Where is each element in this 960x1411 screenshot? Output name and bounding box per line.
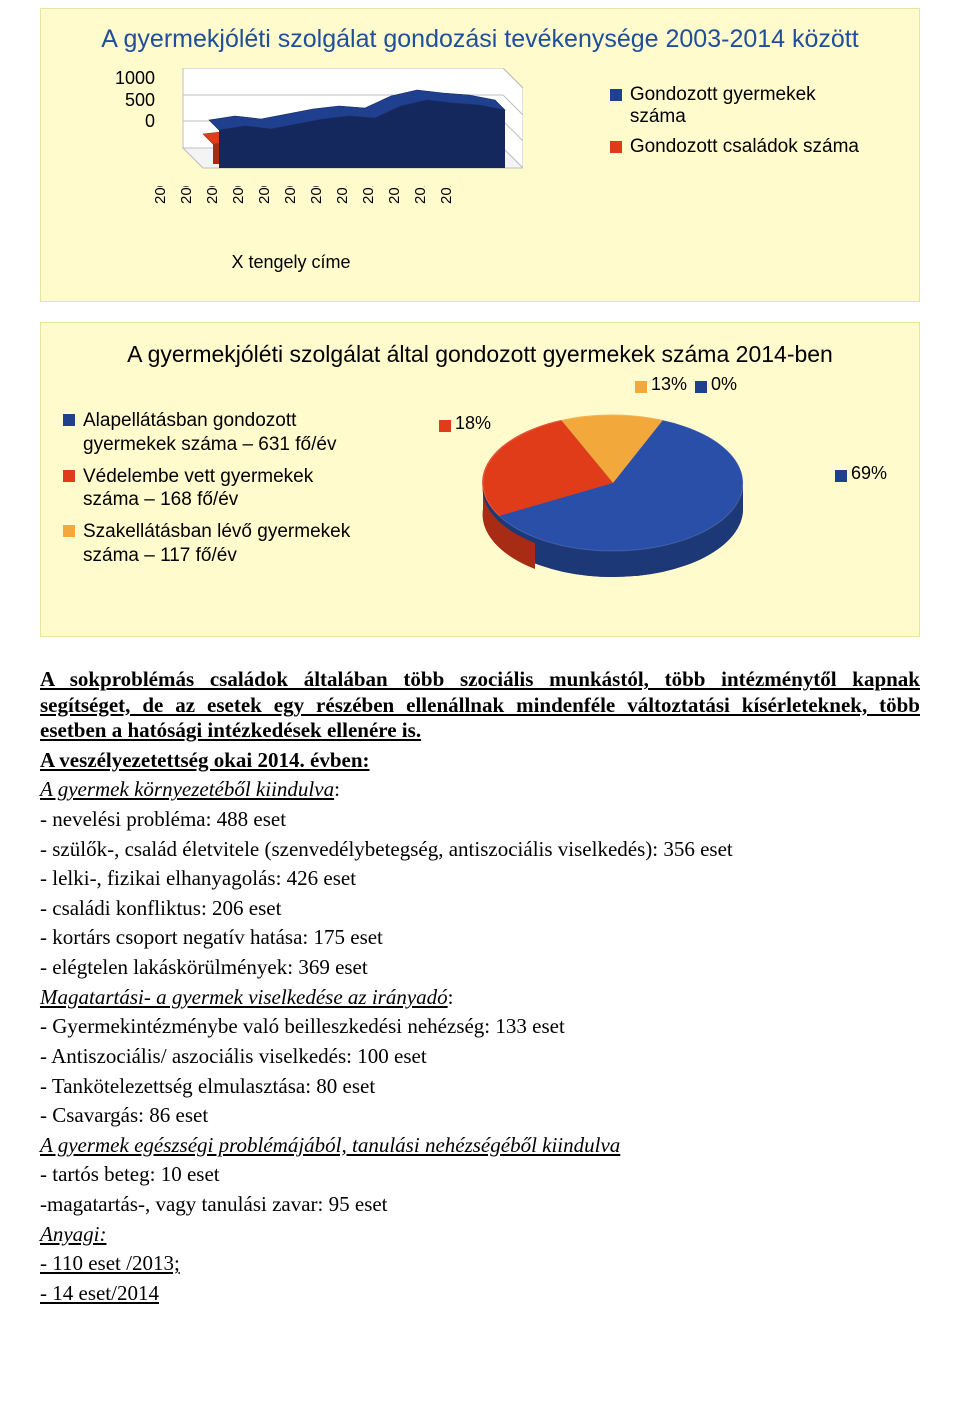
list-item: - tartós beteg: 10 eset bbox=[40, 1162, 920, 1188]
list-item: - nevelési probléma: 488 eset bbox=[40, 807, 920, 833]
svg-text:2005.: 2005. bbox=[204, 186, 221, 204]
svg-text:2011.: 2011. bbox=[360, 186, 377, 204]
panel1-title: A gyermekjóléti szolgálat gondozási tevé… bbox=[61, 25, 899, 54]
panel2-legend: Alapellátásban gondozott gyermekek száma… bbox=[63, 409, 373, 568]
pie-area: 18% 69% bbox=[403, 401, 897, 596]
pct-label: 0% bbox=[711, 374, 737, 395]
pct-13: 13% bbox=[635, 374, 687, 395]
legend-label: Szakellátásban lévő gyermekek száma – 11… bbox=[83, 520, 373, 568]
x-axis-label: X tengely címe bbox=[101, 252, 481, 273]
list-item: -magatartás-, vagy tanulási zavar: 95 es… bbox=[40, 1192, 920, 1218]
square-icon bbox=[610, 89, 622, 101]
legend-label: Védelembe vett gyermekek száma – 168 fő/… bbox=[83, 465, 373, 513]
square-icon bbox=[439, 420, 451, 432]
list-item: - szülők-, család életvitele (szenvedély… bbox=[40, 837, 920, 863]
intro-paragraph: A sokproblémás családok általában több s… bbox=[40, 667, 920, 744]
panel2-top-percents: 13% 0% bbox=[63, 374, 737, 395]
svg-text:2014.: 2014. bbox=[438, 186, 455, 204]
sec1-head: A veszélyezetettség okai 2014. évben: bbox=[40, 748, 920, 774]
area-chart-svg bbox=[163, 68, 523, 188]
pie-label-18: 18% bbox=[439, 413, 491, 434]
ytick-500: 500 bbox=[115, 90, 155, 112]
list-item: - kortárs csoport negatív hatása: 175 es… bbox=[40, 925, 920, 951]
legend-label: Gondozott családok száma bbox=[630, 136, 859, 158]
ytick-1000: 1000 bbox=[115, 68, 155, 90]
list-item: - Gyermekintézménybe való beilleszkedési… bbox=[40, 1014, 920, 1040]
pie-label-69: 69% bbox=[835, 463, 887, 484]
sec2-head: Magatartási- a gyermek viselkedése az ir… bbox=[40, 985, 920, 1011]
legend-label: Gondozott gyermekek száma bbox=[630, 84, 840, 128]
legend-item: Alapellátásban gondozott gyermekek száma… bbox=[63, 409, 373, 457]
square-icon bbox=[610, 141, 622, 153]
area-chart-xlabels: 2003. 2004. 2005. 2006. 2007. 2008. 2009… bbox=[125, 186, 555, 220]
square-icon bbox=[835, 470, 847, 482]
panel1-ylabels: 1000 500 0 bbox=[115, 68, 155, 133]
svg-text:2003.: 2003. bbox=[152, 186, 169, 204]
panel1-left: 1000 500 0 bbox=[61, 68, 555, 273]
svg-text:2008.: 2008. bbox=[282, 186, 299, 204]
square-icon bbox=[63, 470, 75, 482]
sec1-sub: A gyermek környezetéből kiindulva: bbox=[40, 777, 920, 803]
legend-item: Szakellátásban lévő gyermekek száma – 11… bbox=[63, 520, 373, 568]
square-icon bbox=[63, 414, 75, 426]
pie-pct: 69% bbox=[851, 463, 887, 484]
legend-label: Alapellátásban gondozott gyermekek száma… bbox=[83, 409, 373, 457]
list-item: - lelki-, fizikai elhanyagolás: 426 eset bbox=[40, 866, 920, 892]
square-icon bbox=[695, 381, 707, 393]
svg-text:2010.: 2010. bbox=[334, 186, 351, 204]
list-item: - Tankötelezettség elmulasztása: 80 eset bbox=[40, 1074, 920, 1100]
list-item: - elégtelen lakáskörülmények: 369 eset bbox=[40, 955, 920, 981]
list-item: - 14 eset/2014 bbox=[40, 1281, 920, 1307]
pct-label: 13% bbox=[651, 374, 687, 395]
list-item: - 110 eset /2013; bbox=[40, 1251, 920, 1277]
body-text: A sokproblémás családok általában több s… bbox=[40, 667, 920, 1306]
list-item: - Csavargás: 86 eset bbox=[40, 1103, 920, 1129]
sec3-head: A gyermek egészségi problémájából, tanul… bbox=[40, 1133, 920, 1159]
square-icon bbox=[63, 525, 75, 537]
pct-0: 0% bbox=[695, 374, 737, 395]
panel2-title: A gyermekjóléti szolgálat által gondozot… bbox=[63, 341, 897, 368]
ytick-0: 0 bbox=[115, 111, 155, 133]
svg-text:2006.: 2006. bbox=[230, 186, 247, 204]
legend-item: Gondozott gyermekek száma bbox=[610, 84, 859, 128]
svg-text:2012.: 2012. bbox=[386, 186, 403, 204]
svg-text:2013.: 2013. bbox=[412, 186, 429, 204]
panel1-row: 1000 500 0 bbox=[61, 68, 899, 273]
legend-item: Gondozott családok száma bbox=[610, 136, 859, 158]
square-icon bbox=[635, 381, 647, 393]
panel2-row: Alapellátásban gondozott gyermekek száma… bbox=[63, 401, 897, 596]
panel-area-chart: A gyermekjóléti szolgálat gondozási tevé… bbox=[40, 8, 920, 302]
list-item: - Antiszociális/ aszociális viselkedés: … bbox=[40, 1044, 920, 1070]
svg-text:2009.: 2009. bbox=[308, 186, 325, 204]
svg-text:2007.: 2007. bbox=[256, 186, 273, 204]
svg-text:2004.: 2004. bbox=[178, 186, 195, 204]
legend-item: Védelembe vett gyermekek száma – 168 fő/… bbox=[63, 465, 373, 513]
panel-pie-chart: A gyermekjóléti szolgálat által gondozot… bbox=[40, 322, 920, 637]
list-item: - családi konfliktus: 206 eset bbox=[40, 896, 920, 922]
panel1-legend: Gondozott gyermekek száma Gondozott csal… bbox=[610, 84, 859, 158]
sec4-head: Anyagi: bbox=[40, 1222, 920, 1248]
pie-pct: 18% bbox=[455, 413, 491, 434]
